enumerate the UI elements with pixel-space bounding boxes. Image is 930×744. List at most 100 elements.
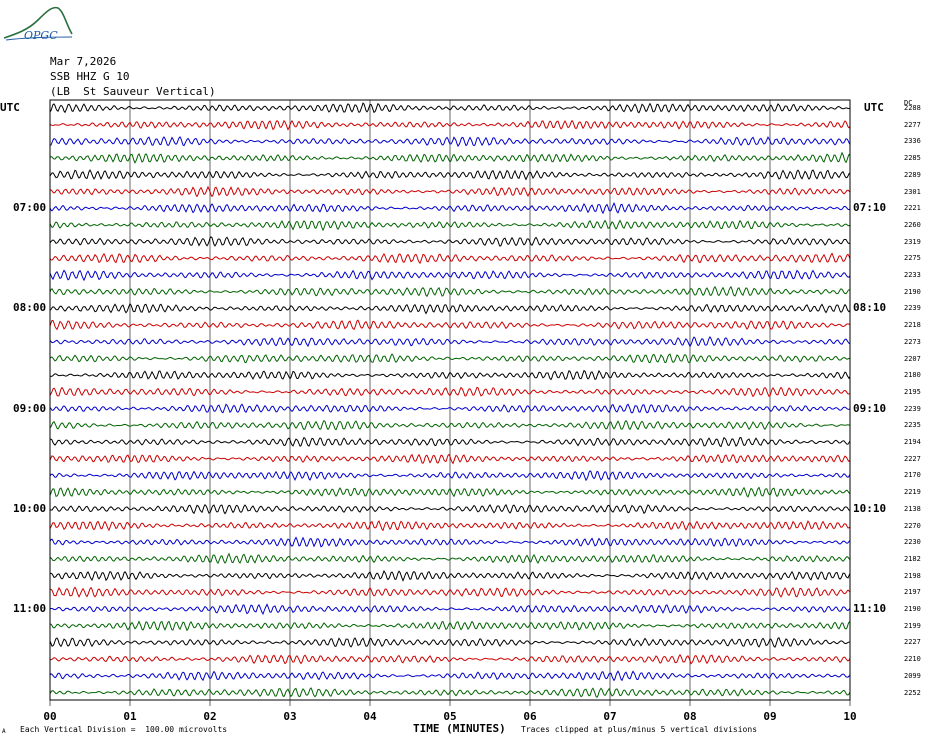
right-hour-label: 07:10 — [853, 201, 887, 215]
dc-offset-value: 2336 — [904, 137, 921, 146]
dc-offset-value: 2221 — [904, 204, 921, 213]
dc-offset-value: 2218 — [904, 321, 921, 330]
dc-offset-value: 2277 — [904, 120, 921, 129]
x-tick-label: 07 — [603, 710, 617, 723]
dc-offset-value: 2197 — [904, 588, 921, 597]
left-hour-label: 10:00 — [13, 501, 47, 515]
seismic-trace-13 — [49, 303, 851, 315]
dc-offset-value: 2219 — [904, 488, 921, 497]
seismic-trace-12 — [49, 285, 851, 298]
dc-header: DC — [904, 99, 913, 107]
right-hour-label: 09:10 — [853, 401, 887, 415]
seismic-trace-15 — [49, 336, 851, 348]
x-tick-label: 09 — [763, 710, 777, 723]
dc-offset-value: 2230 — [904, 538, 921, 547]
dc-offset-value: 2182 — [904, 554, 921, 563]
x-tick-label: 03 — [283, 710, 297, 723]
logo-text: OPGC — [24, 29, 58, 42]
x-tick-label: 05 — [443, 710, 457, 723]
date-label: Mar 7,2026 — [50, 55, 117, 68]
right-hour-label: 08:10 — [853, 301, 887, 315]
right-hour-label: 11:10 — [853, 602, 887, 615]
right-hour-label: 10:10 — [853, 501, 887, 515]
seismic-trace-21 — [49, 436, 851, 448]
dc-offset-value: 2190 — [904, 605, 921, 613]
dc-offset-value: 2207 — [904, 354, 921, 363]
dc-offset-value: 2194 — [904, 438, 921, 446]
seismic-trace-18 — [49, 386, 851, 398]
x-axis-title: TIME (MINUTES) — [413, 722, 506, 735]
dc-offset-value: 2195 — [904, 387, 921, 396]
dc-offset-value: 2289 — [904, 170, 921, 179]
scale-note: Each Vertical Division = 100.00 microvol… — [20, 725, 228, 734]
dc-offset-value: 2319 — [904, 237, 921, 246]
seismic-trace-4 — [49, 151, 851, 164]
seismic-trace-3 — [49, 136, 851, 148]
seismic-trace-20 — [49, 419, 851, 431]
mountain-logo-icon — [3, 6, 73, 39]
opgc-logo: OPGC — [3, 6, 73, 42]
seismic-trace-16 — [49, 353, 851, 364]
dc-offset-value: 2239 — [904, 304, 921, 313]
seismic-trace-30 — [49, 586, 851, 598]
dc-offset-value: 2170 — [904, 471, 921, 480]
seismic-trace-26 — [49, 520, 851, 532]
seismic-trace-22 — [49, 453, 851, 465]
dc-offset-value: 2198 — [904, 571, 921, 580]
left-hour-label: 09:00 — [13, 401, 47, 415]
dc-offset-value: 2138 — [904, 504, 921, 513]
x-tick-label: 04 — [363, 710, 377, 723]
seismic-trace-34 — [49, 653, 851, 665]
seismic-trace-5 — [49, 169, 851, 181]
left-hour-label: 07:00 — [13, 201, 47, 215]
dc-offset-value: 2233 — [904, 271, 921, 279]
plot-frame — [49, 99, 851, 701]
dc-offset-value: 2210 — [904, 655, 921, 664]
seismic-trace-29 — [49, 569, 851, 582]
dc-offset-value: 2199 — [904, 621, 921, 630]
seismic-trace-7 — [49, 202, 851, 215]
dc-offset-value: 2273 — [904, 337, 921, 346]
clip-note: Traces clipped at plus/minus 5 vertical … — [521, 725, 758, 734]
x-tick-label: 10 — [843, 710, 857, 723]
dc-offset-value: 2239 — [904, 404, 921, 413]
seismic-trace-14 — [49, 319, 851, 331]
dc-offset-value: 2227 — [904, 454, 921, 463]
seismic-trace-25 — [49, 503, 851, 515]
seismic-trace-17 — [49, 369, 851, 381]
dc-offset-value: 2288 — [904, 104, 921, 112]
dc-offset-value: 2260 — [904, 220, 921, 229]
seismic-trace-8 — [49, 219, 851, 232]
dc-offset-value: 2285 — [904, 154, 921, 163]
dc-offset-value: 2099 — [904, 671, 921, 680]
seismic-trace-24 — [49, 486, 851, 498]
seismic-trace-23 — [49, 470, 851, 482]
left-utc-label: UTC — [0, 101, 20, 114]
dc-offset-value: 2270 — [904, 521, 921, 530]
seismic-trace-28 — [49, 552, 851, 565]
corner-mark: A — [2, 728, 6, 735]
seismic-trace-6 — [49, 185, 851, 198]
seismic-trace-1 — [49, 102, 851, 114]
dc-offset-value: 2301 — [904, 187, 921, 196]
seismic-trace-9 — [49, 236, 851, 247]
x-tick-label: 00 — [43, 710, 57, 723]
x-tick-label: 01 — [123, 710, 137, 723]
seismic-trace-2 — [49, 119, 851, 131]
dc-offset-value: 2227 — [904, 638, 921, 647]
trace-group — [49, 102, 851, 699]
dc-offset-value: 2190 — [904, 287, 921, 296]
seismic-trace-33 — [49, 637, 851, 648]
right-utc-label: UTC — [864, 101, 884, 114]
left-hour-label: 08:00 — [13, 301, 47, 315]
dc-offset-value: 2252 — [904, 688, 921, 697]
dc-offset-value: 2180 — [904, 371, 921, 380]
left-hour-label: 11:00 — [13, 602, 47, 615]
seismic-trace-11 — [49, 269, 851, 282]
seismic-trace-10 — [49, 252, 851, 265]
x-tick-label: 08 — [683, 710, 697, 723]
x-tick-label: 06 — [523, 710, 537, 723]
seismic-trace-36 — [49, 687, 851, 699]
seismic-trace-31 — [49, 603, 851, 615]
